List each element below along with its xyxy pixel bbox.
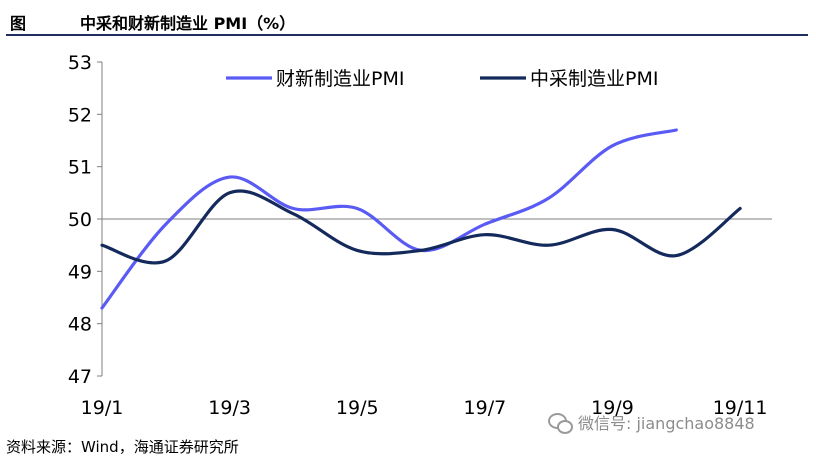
y-tick-label: 49 <box>68 261 92 283</box>
legend-label: 财新制造业PMI <box>276 68 404 90</box>
chart-title: 中采和财新制造业 PMI（%） <box>80 14 296 33</box>
pmi-line-chart: 47 48 49 50 51 52 53 19/1 19/3 19/5 19/7 19/9 19/11 财… <box>68 52 772 419</box>
wechat-icon <box>548 411 573 434</box>
x-tick-label: 19/3 <box>208 397 251 419</box>
legend-label: 中采制造业PMI <box>530 68 658 90</box>
y-tick-label: 47 <box>68 366 92 388</box>
nbs-pmi-line <box>100 189 742 265</box>
x-tick-label: 19/11 <box>713 397 768 419</box>
source-note: 资料来源：Wind，海通证券研究所 <box>6 438 239 456</box>
y-tick-label: 53 <box>68 52 92 74</box>
y-tick-label: 48 <box>68 314 92 336</box>
y-tick-label: 50 <box>68 209 92 231</box>
caixin-pmi-line <box>100 128 678 310</box>
x-tick-label: 19/1 <box>81 397 124 419</box>
y-tick-label: 52 <box>68 104 92 126</box>
figure-header: 图 中采和财新制造业 PMI（%） <box>6 4 808 36</box>
x-tick-label: 19/7 <box>464 397 507 419</box>
x-tick-label: 19/5 <box>336 397 379 419</box>
watermark: 微信号: jiangchao8848 <box>548 410 755 434</box>
y-tick-label: 51 <box>68 157 92 179</box>
watermark-text: 微信号: jiangchao8848 <box>578 414 755 433</box>
figure-label: 图 <box>10 14 27 33</box>
x-tick-label: 19/9 <box>591 397 634 419</box>
